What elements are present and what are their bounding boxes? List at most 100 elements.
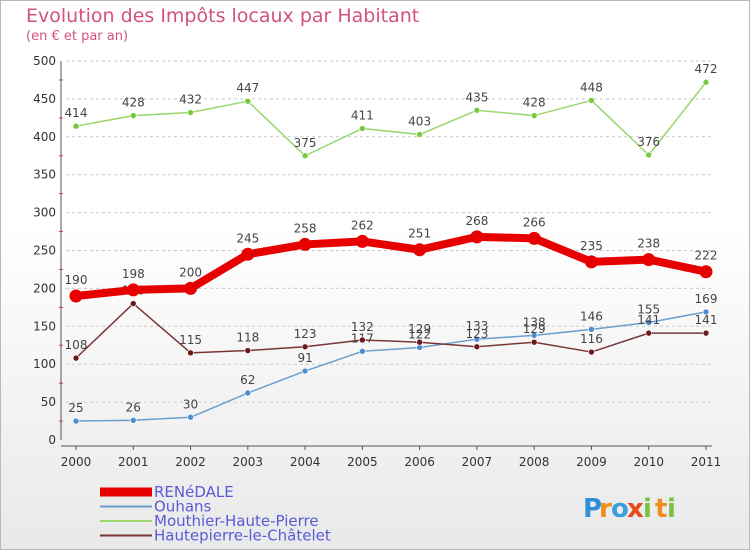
data-point [588,97,594,103]
data-label: 262 [351,218,374,232]
data-label: 403 [408,115,431,129]
series-ouhans: 2526306291117122133138146155169 [68,292,717,424]
data-label: 428 [523,96,546,110]
x-tick-label: 2004 [290,455,321,469]
proxiti-logo: Pr ox i t i [583,494,676,524]
chart-subtitle: (en € et par an) [26,29,128,44]
data-label: 129 [408,322,431,336]
data-label: 129 [523,322,546,336]
data-label: 266 [523,215,546,229]
data-label: 146 [580,309,603,323]
data-label: 447 [236,81,259,95]
data-label: 222 [695,249,718,263]
data-point [302,368,308,374]
y-tick-label: 0 [48,433,56,447]
data-point [130,113,136,119]
data-point [474,107,480,113]
x-tick-label: 2010 [633,455,664,469]
data-label: 200 [179,265,202,279]
data-point [588,349,594,355]
data-point [188,414,194,420]
legend-label: Hautepierre-le-Châtelet [154,527,331,545]
data-label: 376 [637,135,660,149]
data-point [414,244,426,256]
data-label: 245 [236,231,259,245]
data-point [646,152,652,158]
logo-letter: t [655,494,667,524]
x-tick-label: 2009 [576,455,607,469]
data-point [188,110,194,116]
y-tick-label: 50 [41,395,56,409]
data-label: 472 [695,62,718,76]
data-point [70,290,82,302]
data-label: 258 [294,221,317,235]
x-tick-label: 2006 [404,455,435,469]
series-line [76,82,706,156]
data-point [359,337,365,343]
data-label: 375 [294,136,317,150]
data-point [127,284,139,296]
data-point [299,238,311,250]
y-tick-label: 250 [33,244,56,258]
data-label: 115 [179,333,202,347]
data-point [245,348,251,354]
legend: RENéDALEOuhansMouthier-Haute-PierreHaute… [100,483,331,545]
data-label: 251 [408,227,431,241]
data-point [471,231,483,243]
x-tick-label: 2011 [691,455,722,469]
data-point [188,350,194,356]
data-label: 141 [695,313,718,327]
x-tick-label: 2001 [118,455,149,469]
data-label: 141 [637,313,660,327]
chart-title: Evolution des Impôts locaux par Habitant [26,5,419,27]
data-point [245,390,251,396]
data-point [703,330,709,336]
data-label: 235 [580,239,603,253]
data-label: 25 [68,401,83,415]
data-point [302,344,308,350]
series-mouthier-haute-pierre: 414428 432447375411 403435 428448376472 [65,62,718,159]
data-point [73,355,79,361]
data-point [130,301,136,307]
data-point [302,153,308,159]
data-label: 411 [351,108,374,122]
data-label: 91 [297,351,312,365]
data-point [130,417,136,423]
data-point [73,123,79,129]
data-label: 26 [126,400,141,414]
y-tick-label: 500 [33,54,56,68]
data-point [585,256,597,268]
y-tick-label: 100 [33,357,56,371]
data-point [531,113,537,119]
y-tick-label: 200 [33,281,56,295]
data-point [703,79,709,85]
data-label: 62 [240,373,255,387]
y-tick-label: 150 [33,319,56,333]
x-tick-label: 2007 [462,455,493,469]
series-line [76,312,706,421]
data-label: 428 [122,96,145,110]
data-label: 435 [465,90,488,104]
data-point [185,282,197,294]
data-label: 118 [236,331,259,345]
y-tick-label: 350 [33,168,56,182]
data-point [474,344,480,350]
data-point [700,266,712,278]
series-line [76,237,706,296]
grid [66,61,712,402]
logo-letter: i [667,494,676,524]
x-tick-label: 2005 [347,455,378,469]
x-tick-label: 2008 [519,455,550,469]
data-point [417,339,423,345]
data-point [242,248,254,260]
y-tick-label: 300 [33,206,56,220]
x-tick-label: 2000 [61,455,92,469]
data-point [245,98,251,104]
data-label: 268 [465,214,488,228]
data-label: 123 [294,327,317,341]
data-label: 30 [183,397,198,411]
y-tick-label: 400 [33,130,56,144]
data-point [356,235,368,247]
data-label: 414 [65,106,88,120]
data-label: 198 [122,267,145,281]
